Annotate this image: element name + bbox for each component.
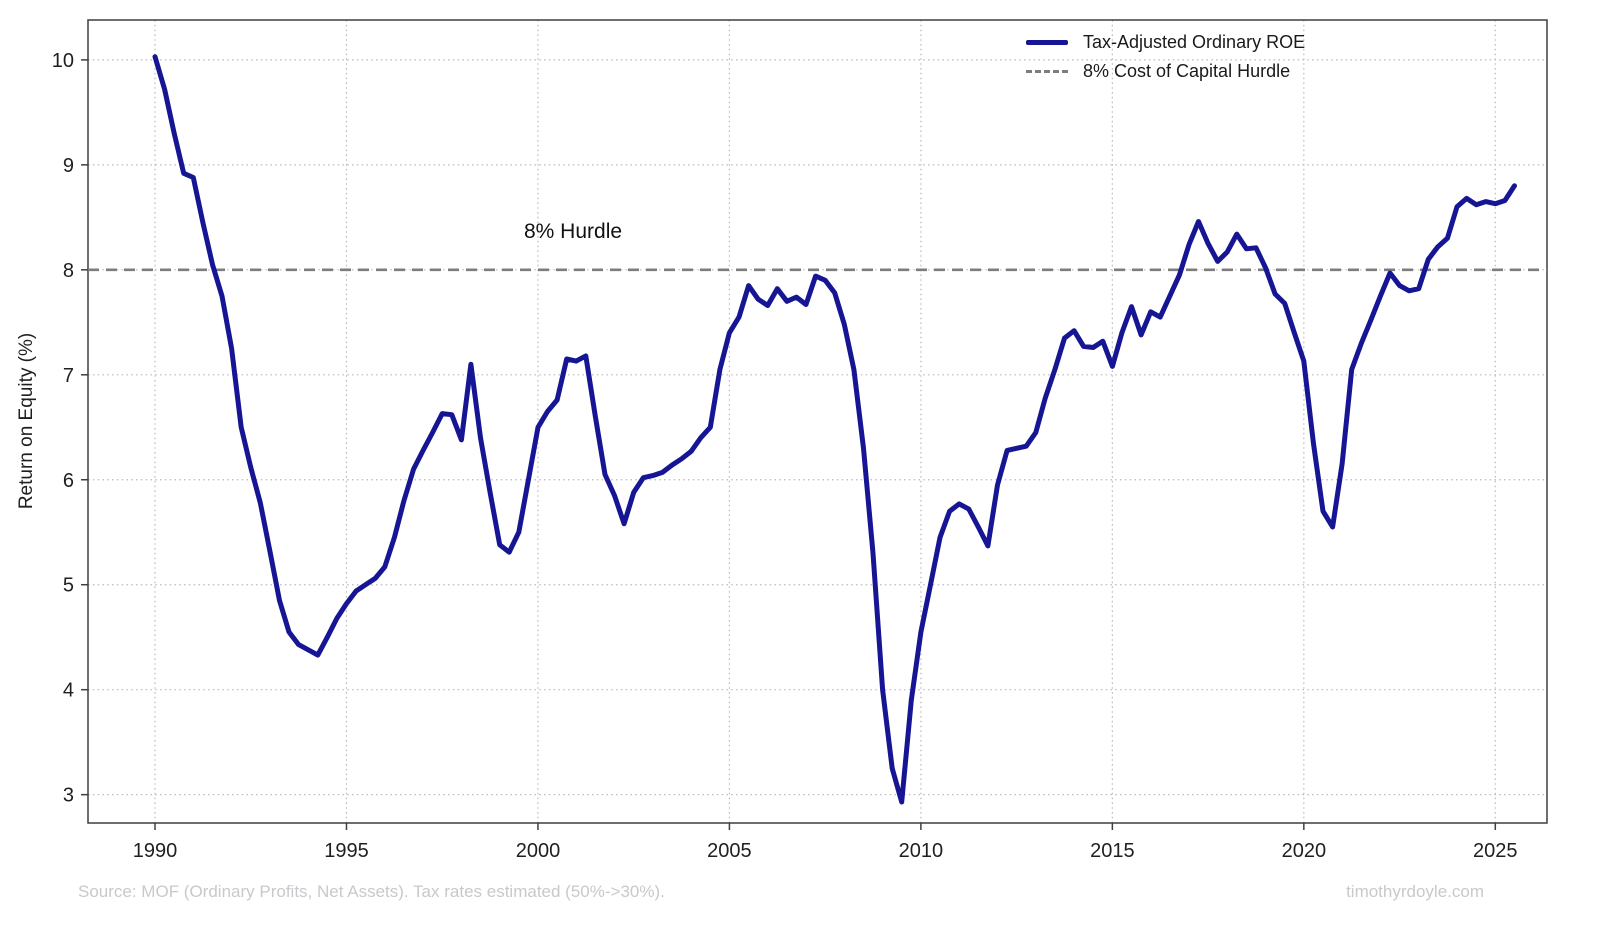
y-tick-label: 5 [63, 575, 74, 597]
source-note: Source: MOF (Ordinary Profits, Net Asset… [78, 882, 665, 901]
roe-line-swatch [1026, 39, 1068, 45]
site-credit: timothyrdoyle.com [1346, 882, 1484, 901]
y-tick-label: 10 [52, 50, 74, 72]
y-tick-label: 9 [63, 155, 74, 177]
y-tick-label: 8 [63, 260, 74, 282]
hurdle-line-swatch [1026, 69, 1068, 73]
y-tick-label: 6 [63, 470, 74, 492]
hurdle-annotation: 8% Hurdle [524, 220, 623, 243]
x-tick-label: 2025 [1473, 840, 1518, 862]
legend-item-hurdle: 8% Cost of Capital Hurdle [1026, 60, 1305, 82]
x-tick-label: 2015 [1090, 840, 1135, 862]
legend-label-roe: Tax-Adjusted Ordinary ROE [1083, 31, 1306, 52]
x-tick-label: 2000 [516, 840, 561, 862]
legend-label-hurdle: 8% Cost of Capital Hurdle [1083, 60, 1291, 81]
y-tick-label: 3 [63, 785, 74, 807]
x-tick-label: 2010 [899, 840, 944, 862]
plot-border [87, 19, 1548, 824]
y-tick-label: 4 [63, 680, 74, 702]
x-tick-label: 1990 [133, 840, 178, 862]
roe-line [152, 54, 1517, 805]
x-tick-label: 2005 [707, 840, 752, 862]
x-tick-label: 1995 [324, 840, 369, 862]
legend-item-roe: Tax-Adjusted Ordinary ROE [1026, 31, 1305, 53]
y-tick-label: 7 [63, 365, 74, 387]
x-tick-label: 2020 [1282, 840, 1327, 862]
legend: Tax-Adjusted Ordinary ROE 8% Cost of Cap… [1026, 31, 1305, 82]
y-axis-title: Return on Equity (%) [16, 332, 37, 510]
